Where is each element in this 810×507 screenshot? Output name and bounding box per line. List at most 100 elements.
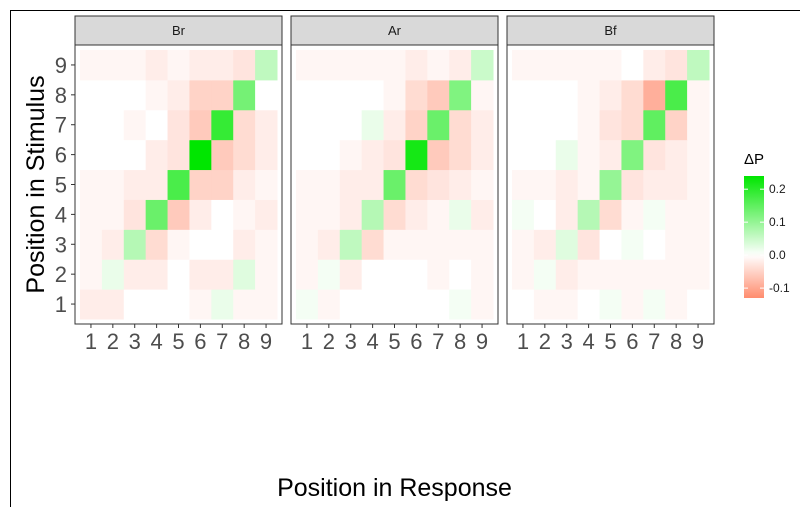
x-tick-label: 7 <box>432 329 444 354</box>
heatmap-cell <box>405 169 428 200</box>
heatmap-cell <box>471 229 494 260</box>
heatmap-cell <box>233 169 256 200</box>
x-tick-label: 6 <box>626 329 638 354</box>
heatmap-cell <box>405 229 428 260</box>
heatmap-cell <box>512 289 535 320</box>
heatmap-cell <box>296 139 319 171</box>
heatmap-cell <box>145 169 169 200</box>
heatmap-cell <box>189 139 212 171</box>
facet-label: Bf <box>604 23 617 38</box>
heatmap-cell <box>512 79 535 111</box>
x-tick-label: 2 <box>323 329 335 354</box>
x-tick-label: 6 <box>410 329 422 354</box>
heatmap-cell <box>123 259 147 290</box>
figure-frame <box>10 10 800 507</box>
heatmap-cell <box>233 109 256 141</box>
x-tick-label: 2 <box>107 329 119 354</box>
heatmap-cell <box>449 139 472 171</box>
heatmap-cell <box>145 199 169 230</box>
heatmap-cell <box>296 199 319 230</box>
heatmap-cell <box>665 229 688 260</box>
heatmap-cell <box>599 289 622 320</box>
heatmap-cell <box>665 139 688 171</box>
heatmap-cell <box>687 199 710 230</box>
heatmap-cell <box>211 199 234 230</box>
heatmap-cell <box>383 199 406 230</box>
heatmap-cell <box>167 259 190 290</box>
heatmap-cell <box>255 229 278 260</box>
heatmap-cell <box>643 229 666 260</box>
heatmap-cell <box>211 109 234 141</box>
legend-tick-label: 0.1 <box>769 215 786 229</box>
heatmap-cell <box>361 259 385 290</box>
heatmap-cell <box>687 109 710 141</box>
heatmap-cell <box>361 289 385 320</box>
heatmap-cell <box>80 169 103 200</box>
heatmap-cell <box>339 50 363 81</box>
y-tick-label: 8 <box>55 83 67 108</box>
heatmap-cell <box>145 79 169 111</box>
heatmap-cell <box>599 79 622 111</box>
x-tick-label: 7 <box>648 329 660 354</box>
heatmap-cell <box>427 50 450 81</box>
heatmap-cell <box>339 259 363 290</box>
heatmap-cell <box>533 199 557 230</box>
heatmap-cell <box>233 139 256 171</box>
heatmap-cell <box>145 229 169 260</box>
heatmap-cell <box>533 259 557 290</box>
heatmap-cell <box>621 139 644 171</box>
heatmap-cell <box>533 109 557 141</box>
heatmap-cell <box>449 259 472 290</box>
heatmap-cell <box>449 169 472 200</box>
heatmap-cell <box>621 199 644 230</box>
heatmap-cell <box>296 50 319 81</box>
heatmap-cell <box>361 229 385 260</box>
facet-label: Ar <box>388 23 402 38</box>
heatmap-cell <box>211 139 234 171</box>
legend-tick-label: 0.0 <box>769 248 786 262</box>
heatmap-cell <box>317 50 341 81</box>
panel-bf: Bf 1 2 3 4 5 6 7 8 9 <box>506 15 715 354</box>
heatmap-cell <box>189 259 212 290</box>
heatmap-cell <box>427 79 450 111</box>
heatmap-cell <box>296 259 319 290</box>
heatmap-cell <box>255 139 278 171</box>
x-tick-label: 9 <box>692 329 704 354</box>
heatmap-cell <box>427 259 450 290</box>
heatmap-cell <box>577 229 601 260</box>
heatmap-cell <box>101 289 125 320</box>
heatmap-cell <box>317 109 341 141</box>
heatmap-cell <box>621 289 644 320</box>
heatmap-cell <box>317 199 341 230</box>
heatmap-cell <box>665 79 688 111</box>
heatmap-cell <box>665 169 688 200</box>
heatmap-cell <box>189 109 212 141</box>
heatmap-cell <box>383 229 406 260</box>
heatmap-cell <box>687 169 710 200</box>
heatmap-cell <box>427 289 450 320</box>
heatmap-cell <box>296 169 319 200</box>
heatmap-cell <box>427 169 450 200</box>
heatmap-cell <box>577 50 601 81</box>
heatmap-cell <box>555 139 579 171</box>
heatmap-cell <box>233 289 256 320</box>
heatmap-cell <box>599 50 622 81</box>
heatmap-cell <box>123 199 147 230</box>
heatmap-cell <box>449 229 472 260</box>
heatmap-cell <box>599 169 622 200</box>
heatmap-cell <box>449 50 472 81</box>
y-axis-title: Position in Stimulus <box>22 75 50 293</box>
heatmap-cell <box>383 289 406 320</box>
heatmap-cell <box>317 289 341 320</box>
heatmap-cell <box>405 50 428 81</box>
heatmap-cell <box>383 139 406 171</box>
facet-strip <box>290 15 499 46</box>
heatmap-cell <box>211 229 234 260</box>
heatmap-cell <box>211 259 234 290</box>
heatmap-cell <box>167 139 190 171</box>
heatmap-cell <box>383 50 406 81</box>
heatmap-cell <box>211 289 234 320</box>
heatmap-cell <box>577 109 601 141</box>
heatmap-cell <box>621 169 644 200</box>
heatmap-cell <box>427 199 450 230</box>
